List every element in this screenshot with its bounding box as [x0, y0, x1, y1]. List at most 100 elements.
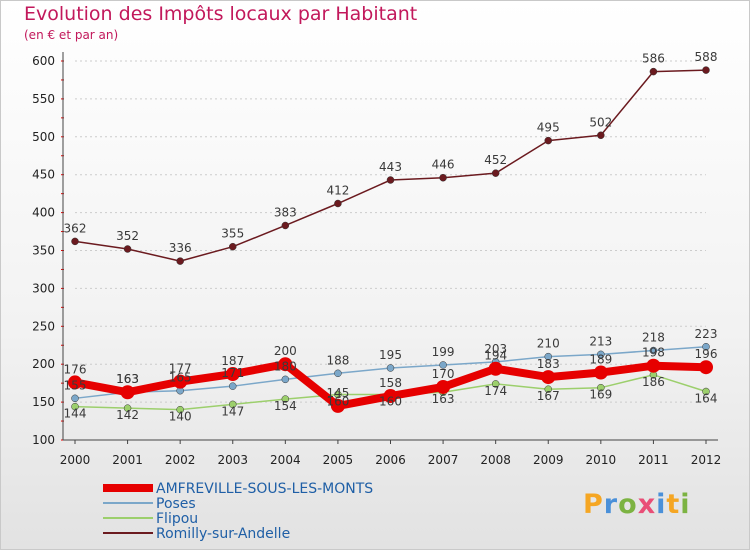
- series-layer: [68, 66, 713, 414]
- logo-letter: i: [656, 489, 667, 520]
- data-point: [386, 176, 395, 184]
- data-point: [123, 245, 132, 253]
- data-point: [436, 379, 451, 394]
- chart-subtitle: (en € et par an): [24, 28, 119, 42]
- legend-label: AMFREVILLE-SOUS-LES-MONTS: [156, 481, 373, 497]
- data-point: [491, 380, 500, 388]
- data-label: 142: [116, 408, 139, 422]
- data-point: [176, 405, 184, 414]
- data-label: 167: [537, 389, 560, 403]
- data-label: 165: [169, 371, 192, 385]
- legend: AMFREVILLE-SOUS-LES-MONTSPosesFlipouRomi…: [103, 481, 373, 542]
- data-label: 140: [169, 410, 192, 424]
- data-label: 158: [379, 376, 402, 390]
- data-label: 362: [64, 221, 87, 235]
- data-label: 177: [169, 362, 192, 376]
- data-label: 218: [642, 331, 665, 345]
- axes: 100 150 200 250 300 350 400 450 500 550 600 2000 200…: [32, 52, 721, 467]
- data-label: 160: [379, 395, 402, 409]
- data-label: 163: [432, 392, 455, 406]
- data-label: 174: [484, 384, 507, 398]
- x-tick-label: 2010: [586, 453, 617, 467]
- data-point: [71, 394, 79, 403]
- data-label: 160: [326, 395, 349, 409]
- y-tick-label: 550: [32, 92, 55, 106]
- x-tick-label: 2005: [323, 453, 354, 467]
- legend-label: Flipou: [156, 511, 198, 527]
- data-label: 336: [169, 241, 192, 255]
- x-tick-label: 2009: [533, 453, 564, 467]
- y-tick-label: 150: [32, 395, 55, 409]
- data-label: 210: [537, 337, 560, 351]
- proxiti-logo: Proxiti: [583, 489, 691, 520]
- data-point: [334, 369, 342, 378]
- data-point: [281, 395, 290, 403]
- data-point: [334, 390, 342, 399]
- data-point: [278, 357, 293, 372]
- y-tick-label: 250: [32, 319, 55, 333]
- data-label: 163: [116, 372, 139, 386]
- y-tick-label: 300: [32, 281, 55, 295]
- data-point: [702, 387, 710, 396]
- data-point: [702, 66, 710, 74]
- data-label: 412: [326, 184, 349, 198]
- data-label: 186: [642, 375, 665, 389]
- data-point: [593, 365, 608, 380]
- data-label: 176: [64, 362, 87, 376]
- data-label: 196: [695, 347, 718, 361]
- logo-letter: t: [666, 489, 681, 520]
- data-point: [281, 221, 290, 230]
- y-tick-label: 200: [32, 357, 55, 371]
- data-point: [439, 361, 447, 369]
- data-label: 352: [116, 229, 139, 243]
- data-label: 588: [695, 50, 718, 64]
- data-point: [544, 385, 552, 393]
- data-point: [491, 169, 500, 177]
- data-label: 446: [432, 158, 455, 172]
- data-label: 183: [537, 357, 560, 371]
- data-label: 187: [221, 354, 244, 368]
- data-label: 163: [116, 372, 139, 386]
- y-tick-label: 400: [32, 206, 55, 220]
- y-tick-label: 100: [32, 433, 55, 447]
- data-point: [229, 242, 237, 251]
- y-tick-label: 500: [32, 130, 55, 144]
- data-label: 164: [695, 391, 718, 405]
- data-label: 495: [537, 121, 560, 135]
- data-point: [330, 398, 345, 413]
- data-label: 145: [326, 386, 349, 400]
- x-tick-label: 2006: [375, 453, 406, 467]
- data-label: 443: [379, 160, 402, 174]
- data-point: [544, 352, 552, 361]
- logo-letter: r: [603, 489, 619, 520]
- x-tick-label: 2007: [428, 453, 459, 467]
- data-label: 223: [695, 327, 718, 341]
- data-label: 155: [64, 378, 87, 392]
- data-label: 144: [64, 407, 87, 421]
- data-label: 171: [221, 366, 244, 380]
- y-tick-label: 600: [32, 54, 55, 68]
- x-tick-label: 2002: [165, 453, 196, 467]
- data-point: [173, 374, 188, 389]
- legend-label: Romilly-sur-Andelle: [156, 526, 290, 542]
- data-point: [71, 402, 79, 411]
- data-point: [699, 360, 713, 375]
- x-tick-label: 2008: [480, 453, 511, 467]
- x-tick-label: 2001: [112, 453, 143, 467]
- data-point: [597, 131, 605, 140]
- data-label: 203: [484, 342, 507, 356]
- y-tick-label: 350: [32, 244, 55, 258]
- data-point: [68, 375, 82, 390]
- data-label: 213: [589, 334, 612, 348]
- logo-letter: P: [583, 489, 604, 520]
- data-label: 195: [379, 348, 402, 362]
- data-label: 383: [274, 205, 297, 219]
- data-label: 147: [221, 404, 244, 418]
- data-label: 180: [274, 359, 297, 373]
- y-tick-label: 450: [32, 168, 55, 182]
- data-point: [225, 367, 240, 382]
- logo-letter: i: [680, 489, 691, 520]
- data-label: 154: [274, 399, 297, 413]
- x-tick-label: 2000: [60, 453, 91, 467]
